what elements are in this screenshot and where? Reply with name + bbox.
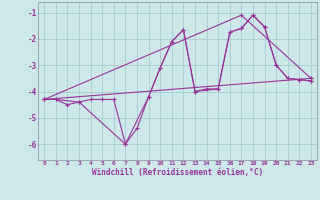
X-axis label: Windchill (Refroidissement éolien,°C): Windchill (Refroidissement éolien,°C) bbox=[92, 168, 263, 177]
